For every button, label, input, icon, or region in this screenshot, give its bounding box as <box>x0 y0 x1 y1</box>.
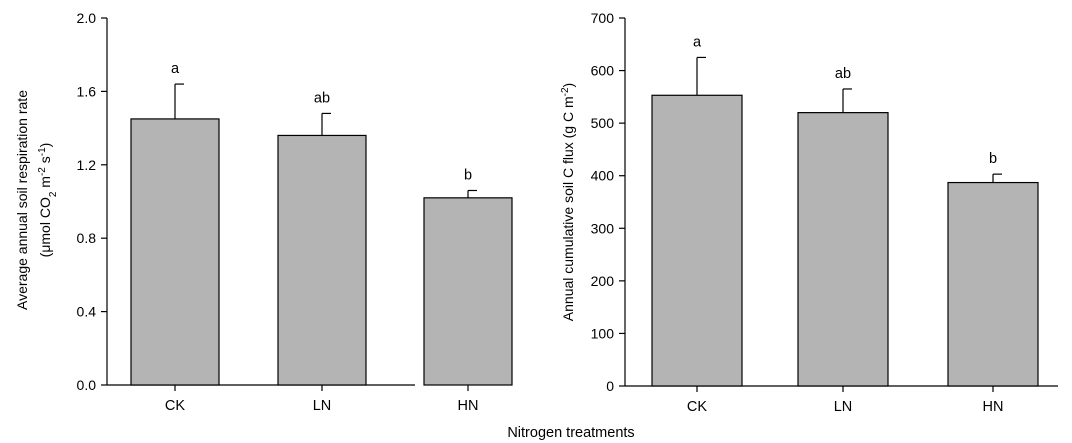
y-tick-label: 0.0 <box>77 377 97 393</box>
y-tick-label: 100 <box>591 325 615 341</box>
bar-ln <box>797 112 889 387</box>
y-tick-label: 200 <box>591 273 615 289</box>
bar-hn <box>947 181 1039 387</box>
bar-ck <box>651 94 743 387</box>
y-axis-title: Average annual soil respiration rate <box>14 90 30 310</box>
x-tick-label-ln: LN <box>834 399 853 415</box>
y-tick-label: 0.4 <box>77 304 97 320</box>
y-tick-label: 2.0 <box>77 10 97 26</box>
chart-panel-respiration-rate: 0.0 0.4 0.8 1.2 1.6 2.0 a CK ab LN b HN Average annu… <box>14 10 513 414</box>
y-tick-label: 300 <box>591 220 615 236</box>
y-tick-label: 400 <box>591 168 615 184</box>
y-axis-title: Annual cumulative soil C flux (g C m-2) <box>560 83 577 321</box>
bar-ln <box>277 134 367 386</box>
y-tick-label: 500 <box>591 115 615 131</box>
significance-label-ln: ab <box>314 90 330 106</box>
y-tick-label: 700 <box>591 10 615 26</box>
significance-label-ck: a <box>171 61 180 77</box>
x-tick-label-ln: LN <box>313 398 332 414</box>
x-axis-title: Nitrogen treatments <box>507 425 634 441</box>
x-tick-label-ck: CK <box>165 398 185 414</box>
y-tick-label: 1.2 <box>77 157 97 173</box>
significance-label-hn: b <box>989 151 997 167</box>
significance-label-ck: a <box>693 34 702 50</box>
significance-label-ln: ab <box>835 66 851 82</box>
x-tick-label-ck: CK <box>687 399 707 415</box>
y-axis-title-units: (μmol CO2 m-2 s-1) <box>37 143 59 258</box>
significance-label-hn: b <box>464 167 472 183</box>
x-tick-label-hn: HN <box>458 398 479 414</box>
y-tick-label: 1.6 <box>77 83 97 99</box>
chart-panel-cumulative-flux: 0 100 200 300 400 500 600 700 a CK ab LN b HN Annual c… <box>560 10 1058 415</box>
x-tick-label-hn: HN <box>983 399 1004 415</box>
bar-ck <box>130 118 220 386</box>
y-tick-label: 0 <box>606 378 614 394</box>
bar-hn <box>423 197 513 386</box>
y-tick-label: 0.8 <box>77 230 97 246</box>
y-tick-label: 600 <box>591 63 615 79</box>
